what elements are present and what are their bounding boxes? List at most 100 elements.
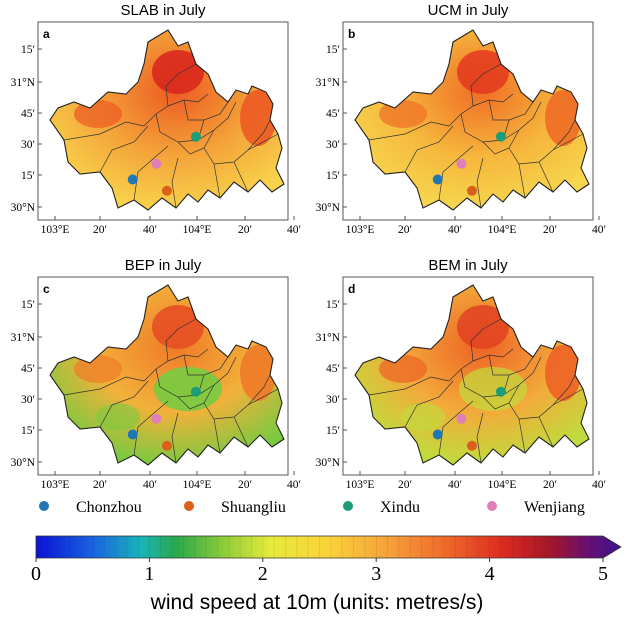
district-boundary	[518, 163, 526, 199]
district-boundary	[99, 125, 149, 173]
legend-marker-shuangliu	[184, 501, 194, 511]
lon-tick-label: 40′	[448, 479, 462, 491]
lon-tick-label: 20′	[398, 479, 412, 491]
station-marker-wenjiang	[456, 158, 467, 169]
lon-tick-label: 104°E	[488, 479, 517, 491]
lat-tick-label: 15′	[21, 44, 35, 56]
panel-letter: c	[43, 282, 50, 296]
colorbar-label: wind speed at 10m (units: metres/s)	[150, 591, 484, 614]
lat-tick-label: 30′	[326, 394, 340, 406]
lat-tick-label: 31°N	[11, 332, 36, 344]
legend-label-wenjiang: Wenjiang	[524, 499, 585, 516]
lat-tick-label: 30′	[21, 394, 35, 406]
lat-tick-label: 45′	[326, 108, 340, 120]
district-boundary	[470, 63, 502, 107]
district-boundary	[538, 161, 554, 193]
lat-tick-label: 31°N	[11, 77, 36, 89]
district-boundary	[177, 384, 215, 410]
panel-title: UCM in July	[428, 2, 509, 19]
district-boundary	[368, 121, 450, 141]
lon-tick-label: 20′	[398, 224, 412, 236]
district-boundary	[183, 99, 204, 121]
lat-tick-label: 30′	[326, 139, 340, 151]
colorbar-tick-label: 1	[144, 563, 154, 585]
district-boundary	[482, 384, 520, 410]
district-boundary	[247, 133, 279, 151]
station-marker-shuangliu	[161, 185, 172, 196]
lat-tick-label: 15′	[21, 425, 35, 437]
lon-tick-label: 103°E	[346, 224, 375, 236]
panel-title: BEP in July	[125, 257, 202, 274]
station-marker-wenjiang	[151, 413, 162, 424]
lat-tick-label: 30°N	[316, 202, 341, 214]
lon-tick-label: 104°E	[488, 224, 517, 236]
district-boundary	[482, 129, 520, 155]
district-boundary	[143, 348, 209, 382]
lon-tick-label: 20′	[543, 479, 557, 491]
lat-tick-label: 45′	[21, 363, 35, 375]
district-boundary	[203, 374, 271, 420]
lat-tick-label: 30°N	[316, 457, 341, 469]
lon-tick-label: 40′	[143, 479, 157, 491]
district-boundary	[438, 145, 474, 201]
district-boundary	[448, 348, 514, 382]
district-boundary	[470, 318, 502, 362]
station-marker-shuangliu	[161, 440, 172, 451]
lat-tick-label: 45′	[21, 108, 35, 120]
lat-tick-label: 15′	[21, 170, 35, 182]
district-boundary	[476, 157, 484, 209]
district-boundary	[197, 101, 229, 141]
district-boundary	[476, 412, 484, 464]
lat-tick-label: 45′	[326, 363, 340, 375]
station-legend: Chonzhou Shuangliu Xindu Wenjiang	[39, 499, 585, 516]
district-boundary	[404, 125, 454, 173]
district-boundary	[63, 376, 145, 396]
panel-title: BEM in July	[428, 257, 508, 274]
district-boundary	[538, 416, 554, 448]
district-boundary	[502, 356, 534, 396]
lon-tick-label: 40′	[592, 224, 606, 236]
station-marker-chonzhou	[127, 174, 138, 185]
station-marker-xindu	[495, 131, 506, 142]
district-boundary	[133, 145, 169, 201]
station-marker-wenjiang	[151, 158, 162, 169]
legend-marker-chonzhou	[39, 501, 49, 511]
lat-tick-label: 30′	[21, 139, 35, 151]
panel-d: BEM in July d 15′ 31°N 45′ 30′ 15′ 30°N 103°E 20′…	[316, 257, 606, 491]
colorbar-tick-label: 5	[598, 563, 608, 585]
lon-tick-label: 103°E	[346, 479, 375, 491]
district-boundary	[438, 400, 474, 456]
district-boundary	[502, 101, 534, 141]
legend-label-chonzhou: Chonzhou	[76, 499, 142, 516]
station-marker-xindu	[190, 131, 201, 142]
panel-title: SLAB in July	[120, 2, 206, 19]
lat-tick-label: 31°N	[316, 332, 341, 344]
lon-tick-label: 40′	[287, 479, 301, 491]
district-boundary	[368, 376, 450, 396]
lon-tick-label: 20′	[238, 479, 252, 491]
lat-tick-label: 30°N	[11, 202, 36, 214]
legend-label-shuangliu: Shuangliu	[221, 499, 286, 516]
lat-tick-label: 15′	[326, 299, 340, 311]
district-boundary	[488, 354, 509, 376]
district-boundary	[233, 161, 249, 193]
district-boundary	[183, 354, 204, 376]
district-boundary	[203, 119, 271, 165]
colorbar-tick-label: 4	[485, 563, 495, 585]
district-boundary	[197, 356, 229, 396]
district-boundary	[213, 418, 221, 454]
station-marker-chonzhou	[127, 429, 138, 440]
district-boundary	[233, 416, 249, 448]
panel-c: BEP in July c 15′ 31°N 45′ 30′ 15′ 30°N 103°E 20′…	[11, 257, 301, 491]
lon-tick-label: 103°E	[41, 224, 70, 236]
lat-tick-label: 15′	[326, 170, 340, 182]
lon-tick-label: 40′	[143, 224, 157, 236]
colorbar: 0 1 2 3 4 5 wind speed at 10m (units: metres/s…	[31, 535, 622, 614]
district-boundary	[177, 129, 215, 155]
station-marker-wenjiang	[456, 413, 467, 424]
district-boundary	[448, 93, 514, 127]
lon-tick-label: 20′	[93, 224, 107, 236]
lon-tick-label: 40′	[287, 224, 301, 236]
lon-tick-label: 104°E	[183, 224, 212, 236]
